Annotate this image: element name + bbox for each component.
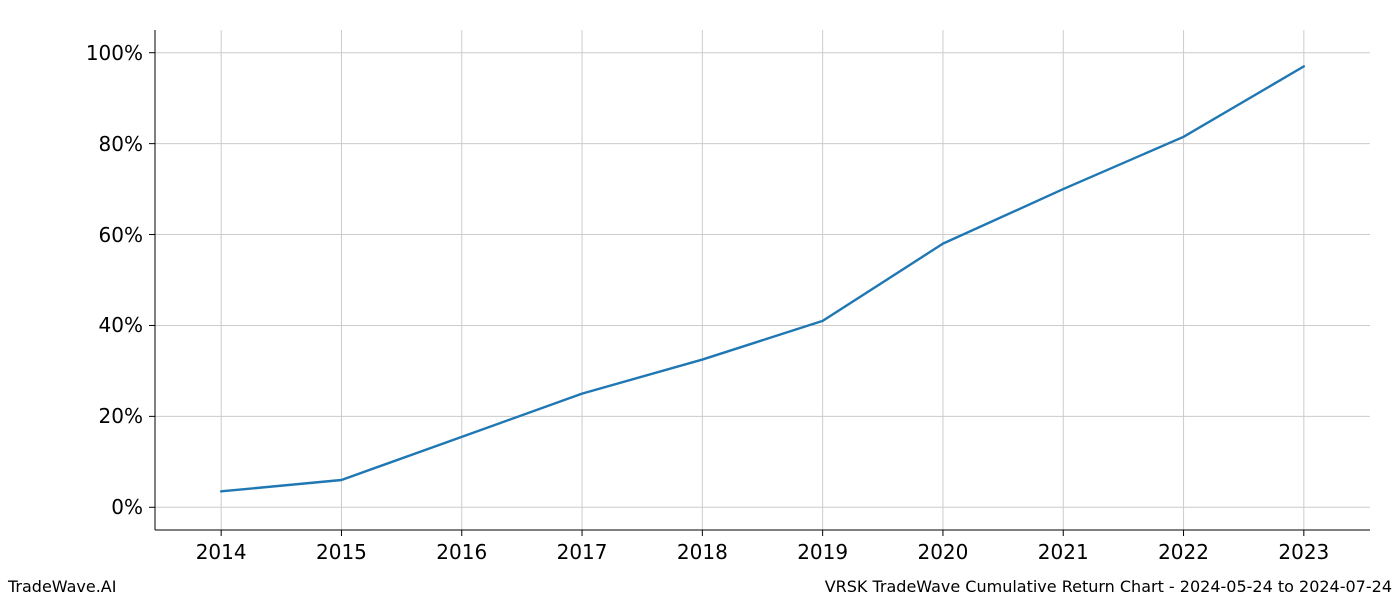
y-tick-label: 80% [99,132,143,156]
y-tick-label: 40% [99,313,143,337]
x-tick-label: 2020 [917,540,968,564]
x-tick-label: 2023 [1278,540,1329,564]
x-tick-label: 2022 [1158,540,1209,564]
y-tick-label: 20% [99,404,143,428]
footer-left-label: TradeWave.AI [8,577,116,596]
x-tick-label: 2015 [316,540,367,564]
x-tick-label: 2018 [677,540,728,564]
chart-svg [0,0,1400,600]
line-chart: 2014 2015 2016 2017 2018 2019 2020 2021 2022 2023… [0,0,1400,600]
x-tick-label: 2019 [797,540,848,564]
x-tick-label: 2016 [436,540,487,564]
x-tick-label: 2021 [1038,540,1089,564]
x-tick-label: 2014 [196,540,247,564]
y-tick-label: 100% [86,41,143,65]
footer-right-label: VRSK TradeWave Cumulative Return Chart -… [825,577,1392,596]
y-tick-label: 60% [99,223,143,247]
x-tick-label: 2017 [557,540,608,564]
y-tick-label: 0% [111,495,143,519]
